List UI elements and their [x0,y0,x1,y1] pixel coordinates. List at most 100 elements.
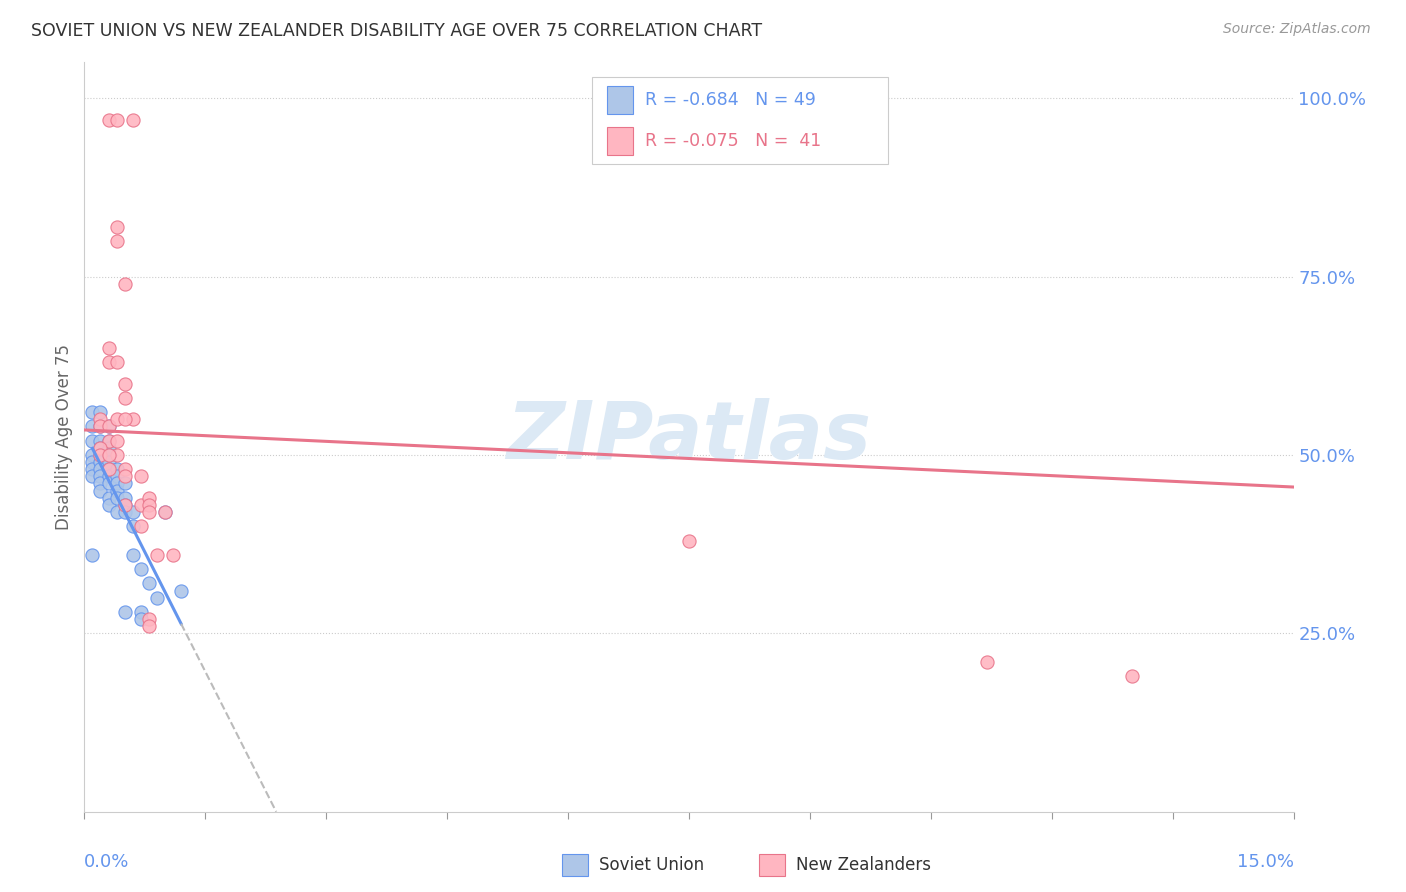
Point [89,441,111,455]
FancyBboxPatch shape [592,78,889,163]
Point [97,462,120,476]
Point [153,505,176,519]
Point [89,434,111,448]
Point [97,448,120,462]
Point [97,491,120,505]
Point [146,591,169,605]
Point [82,448,104,462]
Text: R = -0.684   N = 49: R = -0.684 N = 49 [645,91,817,109]
Point [138,505,160,519]
Point [105,483,128,498]
Point [114,412,136,426]
Text: Source: ZipAtlas.com: Source: ZipAtlas.com [1223,22,1371,37]
Point [89,419,111,434]
Point [138,576,160,591]
Point [114,605,136,619]
Point [105,469,128,483]
Point [105,219,128,234]
Point [105,355,128,369]
Point [97,469,120,483]
Point [105,112,128,127]
Point [114,376,136,391]
Point [105,505,128,519]
Point [114,498,136,512]
Point [129,519,152,533]
Point [97,498,120,512]
Point [976,655,998,669]
Text: SOVIET UNION VS NEW ZEALANDER DISABILITY AGE OVER 75 CORRELATION CHART: SOVIET UNION VS NEW ZEALANDER DISABILITY… [31,22,762,40]
Text: 15.0%: 15.0% [1236,853,1294,871]
Point [89,455,111,469]
Point [170,583,193,598]
Point [162,548,184,562]
Point [97,448,120,462]
Point [89,441,111,455]
Point [89,476,111,491]
Point [82,548,104,562]
Point [82,419,104,434]
Point [97,355,120,369]
Point [129,605,152,619]
Point [97,419,120,434]
Point [97,476,120,491]
Point [97,341,120,355]
Point [121,519,143,533]
Point [121,505,143,519]
Point [138,498,160,512]
Point [97,434,120,448]
Bar [607,127,633,155]
Point [89,483,111,498]
Point [105,462,128,476]
Point [114,277,136,291]
Point [89,419,111,434]
Point [105,412,128,426]
Point [105,491,128,505]
Point [1121,669,1143,683]
Point [138,619,160,633]
Point [97,455,120,469]
Point [129,562,152,576]
Point [114,469,136,483]
Point [97,434,120,448]
Point [138,491,160,505]
Point [89,405,111,419]
Point [82,469,104,483]
Bar [607,86,633,114]
Point [97,112,120,127]
Point [114,462,136,476]
Point [105,476,128,491]
Text: New Zealanders: New Zealanders [796,855,931,874]
Text: 0.0%: 0.0% [84,853,129,871]
Point [82,462,104,476]
Point [105,434,128,448]
Point [89,412,111,426]
Point [678,533,700,548]
Point [114,476,136,491]
Text: ZIPatlas: ZIPatlas [506,398,872,476]
Point [129,469,152,483]
Point [89,448,111,462]
Point [129,612,152,626]
Point [89,469,111,483]
Point [146,548,169,562]
Point [129,498,152,512]
Point [114,498,136,512]
Text: R = -0.075   N =  41: R = -0.075 N = 41 [645,132,821,150]
Point [105,448,128,462]
Point [121,112,143,127]
Point [121,412,143,426]
Text: Soviet Union: Soviet Union [599,855,704,874]
Point [82,434,104,448]
Point [114,505,136,519]
Point [138,612,160,626]
Point [114,391,136,405]
Point [97,419,120,434]
Point [82,405,104,419]
Point [97,441,120,455]
Point [89,448,111,462]
Point [153,505,176,519]
Point [105,234,128,248]
Point [82,455,104,469]
Point [121,548,143,562]
Point [97,462,120,476]
